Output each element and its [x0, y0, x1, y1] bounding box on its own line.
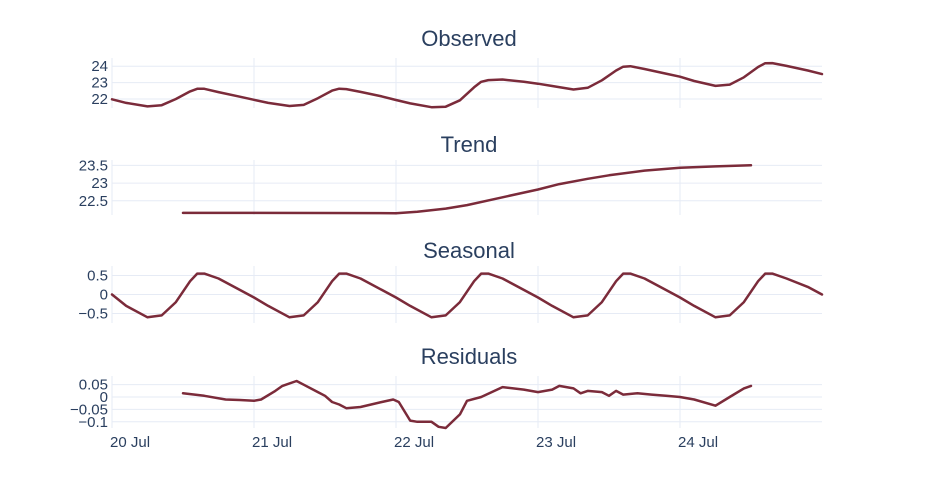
y-tick-label: 23	[91, 75, 108, 92]
series-line-trend	[181, 164, 753, 215]
y-tick-label: 0	[100, 287, 108, 304]
subplot-title: Trend	[441, 132, 498, 157]
y-tick-label: −0.1	[78, 414, 108, 431]
series-line-residuals	[181, 379, 753, 430]
x-tick-label: 21 Jul	[252, 434, 292, 451]
y-tick-label: 0	[100, 389, 108, 406]
subplot-seasonal: Seasonal −0.5 0 0.5	[78, 238, 824, 323]
x-tick-label: 20 Jul	[110, 434, 150, 451]
y-tick-label: −0.5	[78, 306, 108, 323]
y-tick-label: 22	[91, 91, 108, 108]
y-tick-label: −0.05	[70, 401, 108, 418]
y-tick-label: 23	[91, 175, 108, 192]
series-line-seasonal	[110, 272, 824, 319]
y-tick-label: 22.5	[79, 193, 108, 210]
y-tick-label: 0.5	[87, 268, 108, 285]
subplot-title: Seasonal	[423, 238, 515, 263]
subplot-title: Observed	[421, 26, 516, 51]
subplot-title: Residuals	[421, 344, 518, 369]
x-tick-label: 23 Jul	[536, 434, 576, 451]
x-tick-label: 24 Jul	[678, 434, 718, 451]
y-tick-label: 0.05	[79, 377, 108, 394]
series-line-observed	[110, 61, 824, 109]
y-tick-label: 23.5	[79, 157, 108, 174]
y-tick-label: 24	[91, 58, 108, 75]
x-tick-label: 22 Jul	[394, 434, 434, 451]
